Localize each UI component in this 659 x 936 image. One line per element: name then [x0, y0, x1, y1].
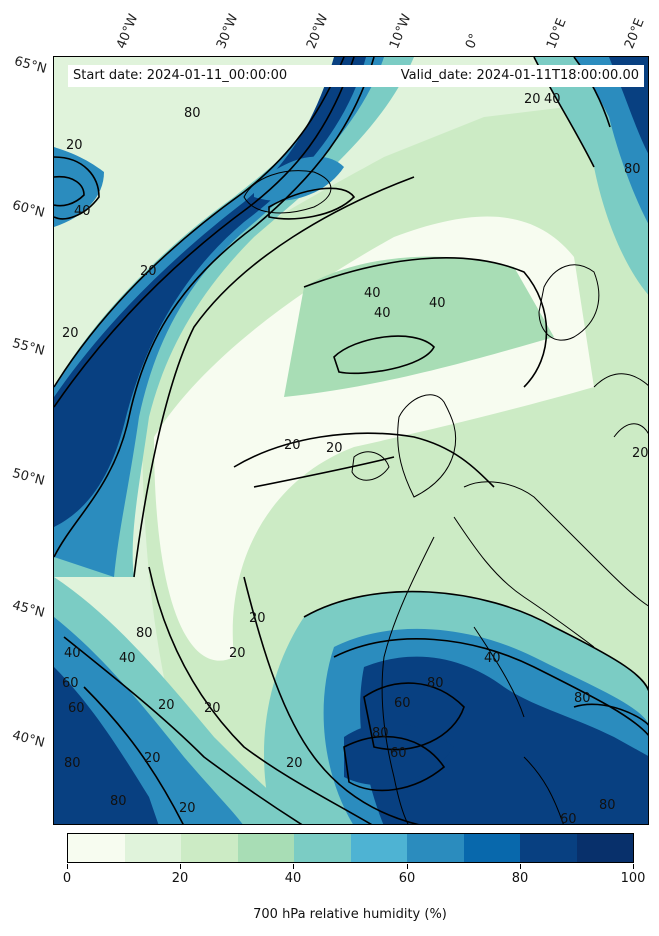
contour-label-20: 20 — [632, 446, 649, 461]
contour-label-80: 80 — [574, 691, 591, 706]
colorbar-segment-1 — [124, 834, 181, 862]
valid-date-label: Valid_date: 2024-01-11T18:00:00.00 — [400, 68, 639, 83]
colorbar-tick — [520, 864, 521, 869]
contour-label-20: 20 — [66, 138, 83, 153]
contour-label-40: 40 — [64, 646, 81, 661]
contour-label-20: 20 — [229, 646, 246, 661]
colorbar-segment-3 — [237, 834, 294, 862]
contour-label-40: 40 — [74, 204, 91, 219]
contour-label-80: 80 — [427, 676, 444, 691]
colorbar-tick-label: 40 — [284, 871, 302, 886]
lon-label-0: 0° — [463, 31, 483, 51]
colorbar-tick-label: 80 — [511, 871, 529, 886]
contour-label-20: 20 — [284, 438, 301, 453]
contour-label-80: 80 — [110, 794, 127, 809]
colorbar-segment-0 — [68, 834, 125, 862]
contour-label-60: 60 — [394, 696, 411, 711]
contour-label-80: 80 — [136, 626, 153, 641]
contour-label-20: 20 — [286, 756, 303, 771]
contour-label-80: 80 — [184, 106, 201, 121]
contour-label-80: 80 — [64, 756, 81, 771]
contour-label-20: 20 — [144, 751, 161, 766]
lon-label-40w: 40°W — [114, 12, 142, 51]
contour-label-60: 60 — [68, 701, 85, 716]
contour-label-60: 60 — [390, 746, 407, 761]
colorbar-segment-5 — [350, 834, 407, 862]
contour-label-20: 20 — [204, 701, 221, 716]
valid-date-box: Valid_date: 2024-01-11T18:00:00.00 — [369, 65, 644, 87]
contour-label-60: 60 — [62, 676, 79, 691]
contour-label-80: 80 — [372, 726, 389, 741]
lat-label-55n: 55°N — [10, 336, 47, 359]
colorbar-segment-6 — [407, 834, 464, 862]
lat-label-60n: 60°N — [10, 198, 47, 221]
colorbar-segment-2 — [181, 834, 238, 862]
contour-label-40: 40 — [484, 651, 501, 666]
contour-label-80: 80 — [599, 798, 616, 813]
lat-label-50n: 50°N — [10, 466, 47, 489]
contour-label-20: 20 — [179, 801, 196, 816]
contour-label-20: 20 — [524, 92, 541, 107]
humidity-map: 80 20 40 20 20 40 40 40 20 40 80 20 20 2… — [54, 57, 649, 825]
contour-label-20: 20 — [158, 698, 175, 713]
colorbar-segment-9 — [576, 834, 633, 862]
colorbar-tick — [180, 864, 181, 869]
colorbar-tick-label: 20 — [171, 871, 189, 886]
colorbar-segment-7 — [463, 834, 520, 862]
colorbar — [67, 833, 634, 863]
lat-label-45n: 45°N — [10, 598, 47, 621]
map-panel: 80 20 40 20 20 40 40 40 20 40 80 20 20 2… — [53, 56, 649, 825]
lon-label-10e: 10°E — [544, 16, 570, 51]
contour-label-60: 60 — [560, 812, 577, 825]
colorbar-tick-label: 0 — [62, 871, 72, 886]
lon-label-20e: 20°E — [622, 16, 648, 51]
colorbar-tick-label: 60 — [398, 871, 416, 886]
contour-label-20: 20 — [62, 326, 79, 341]
contour-label-20: 20 — [249, 611, 266, 626]
contour-label-20: 20 — [140, 264, 157, 279]
contour-label-40: 40 — [429, 296, 446, 311]
colorbar-tick — [407, 864, 408, 869]
contour-label-40: 40 — [544, 92, 561, 107]
colorbar-tick-label: 100 — [620, 871, 646, 886]
contour-label-40: 40 — [364, 286, 381, 301]
contour-label-20: 20 — [326, 441, 343, 456]
lon-label-10w: 10°W — [387, 12, 415, 51]
lat-label-40n: 40°N — [10, 728, 47, 751]
colorbar-tick — [633, 864, 634, 869]
contour-label-40: 40 — [119, 651, 136, 666]
lon-label-20w: 20°W — [304, 12, 332, 51]
start-date-box: Start date: 2024-01-11_00:00:00 — [68, 65, 378, 87]
colorbar-segment-4 — [294, 834, 351, 862]
contour-label-40: 40 — [374, 306, 391, 321]
colorbar-tick — [67, 864, 68, 869]
colorbar-segment-8 — [520, 834, 577, 862]
start-date-label: Start date: 2024-01-11_00:00:00 — [73, 68, 288, 83]
contour-label-80: 80 — [624, 162, 641, 177]
lon-label-30w: 30°W — [214, 12, 242, 51]
colorbar-title: 700 hPa relative humidity (%) — [253, 907, 447, 922]
lat-label-65n: 65°N — [12, 54, 49, 77]
colorbar-tick — [293, 864, 294, 869]
